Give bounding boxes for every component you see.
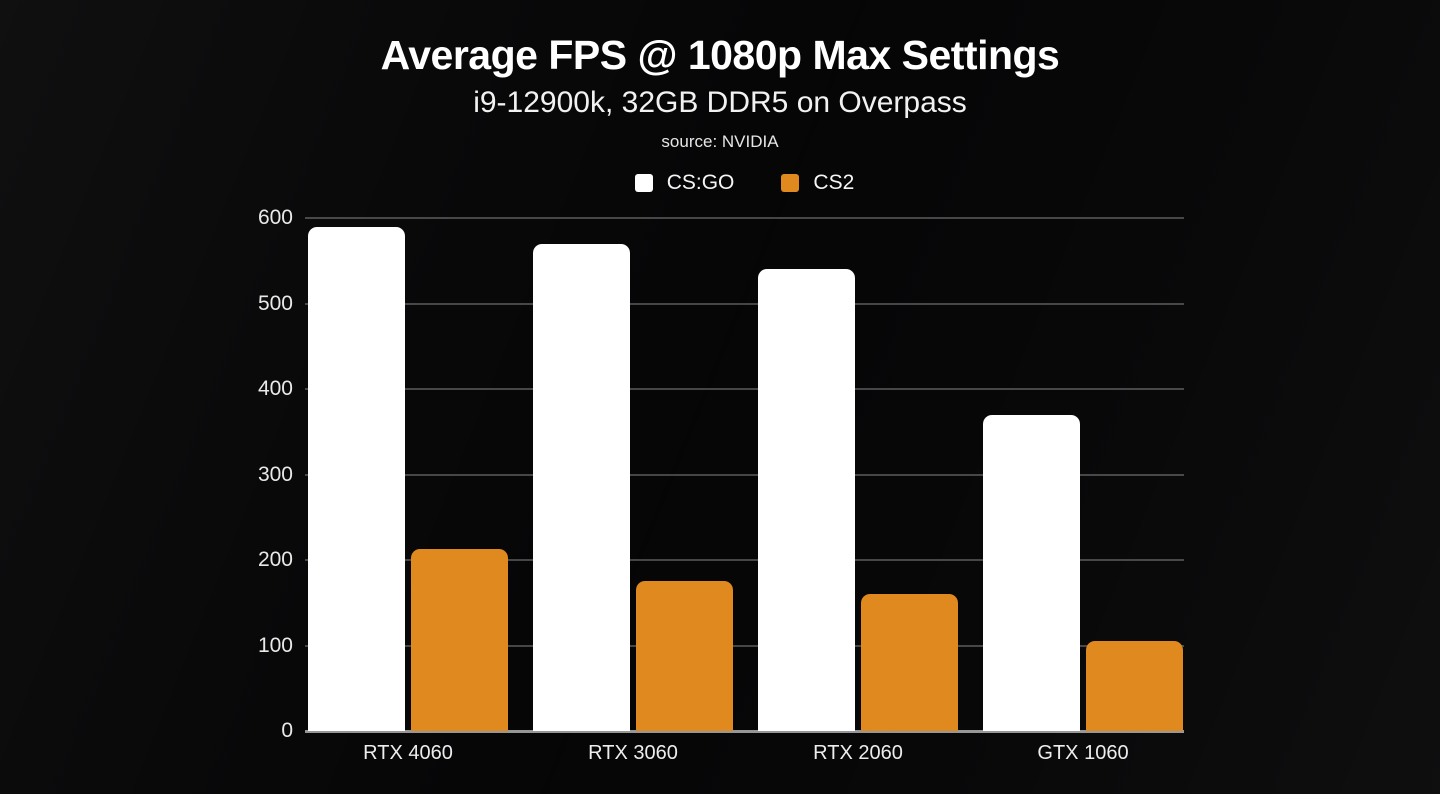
y-gridline-300 — [305, 473, 1184, 476]
legend-item-cs2: CS2 — [781, 172, 854, 193]
y-tick-label-300: 300 — [257, 462, 293, 486]
legend-swatch-icon — [634, 173, 653, 192]
y-tick-label-600: 600 — [257, 206, 293, 229]
bar-csgo-rtx-3060 — [533, 243, 630, 731]
y-gridline-200 — [305, 559, 1184, 561]
bar-cs2-rtx-4060 — [411, 548, 508, 731]
bar-csgo-rtx-2060 — [758, 269, 855, 731]
bar-cs2-gtx-1060 — [1086, 641, 1183, 731]
bar-cs2-rtx-3060 — [636, 581, 733, 731]
x-axis-label-rtx-4060: RTX 4060 — [363, 742, 453, 764]
legend-label: CS:GO — [666, 171, 735, 194]
y-tick-label-400: 400 — [257, 377, 293, 400]
chart-source-note: source: NVIDIA — [661, 132, 779, 151]
bar-csgo-gtx-1060 — [983, 414, 1080, 731]
y-gridline-100 — [305, 644, 1184, 647]
y-tick-label-200: 200 — [257, 548, 293, 571]
legend-swatch-icon — [781, 173, 800, 192]
legend-label: CS2 — [813, 171, 855, 194]
y-tick-label-500: 500 — [257, 291, 293, 315]
chart-subtitle: i9-12900k, 32GB DDR5 on Overpass — [473, 86, 967, 119]
x-axis-label-gtx-1060: GTX 1060 — [1037, 742, 1129, 764]
chart-title: Average FPS @ 1080p Max Settings — [380, 32, 1060, 78]
x-axis-label-rtx-2060: RTX 2060 — [813, 742, 903, 764]
x-axis-label-rtx-3060: RTX 3060 — [588, 742, 678, 764]
x-axis-baseline — [305, 730, 1184, 733]
y-gridline-500 — [305, 302, 1184, 305]
y-tick-label-100: 100 — [257, 633, 293, 657]
y-gridline-400 — [305, 388, 1184, 390]
y-tick-label-0: 0 — [281, 719, 293, 742]
bar-cs2-rtx-2060 — [861, 594, 958, 731]
bar-csgo-rtx-4060 — [308, 226, 405, 731]
chart-legend: CS:GO CS2 — [305, 172, 1184, 193]
legend-item-csgo: CS:GO — [634, 171, 735, 194]
y-gridline-600 — [305, 217, 1184, 219]
